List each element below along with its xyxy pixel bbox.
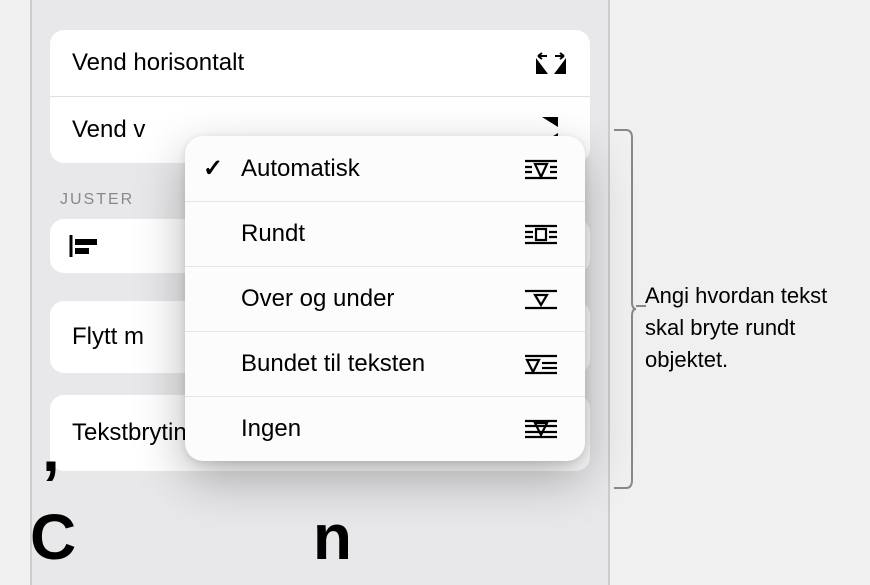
flip-horizontal-icon: [534, 48, 568, 78]
wrap-auto-icon: [519, 157, 563, 181]
wrap-option-label: Rundt: [241, 220, 505, 248]
background-text-right: n: [313, 509, 352, 567]
wrap-none-icon: [519, 417, 563, 441]
background-text-left: C: [30, 509, 76, 567]
wrap-option-around[interactable]: Rundt: [185, 202, 585, 267]
background-text-quote: ,: [42, 412, 60, 486]
flip-vertical-label: Vend v: [72, 116, 145, 144]
move-with-text-label: Flytt m: [72, 323, 144, 351]
flip-horizontal-row[interactable]: Vend horisontalt: [50, 30, 590, 97]
align-left-button[interactable]: [68, 231, 110, 261]
checkmark-icon: ✓: [199, 154, 227, 183]
wrap-option-topbottom[interactable]: Over og under: [185, 267, 585, 332]
callout-text: Angi hvordan tekst skal bryte rundt obje…: [645, 280, 855, 376]
wrap-option-label: Ingen: [241, 415, 505, 443]
callout-bracket: [612, 128, 636, 490]
wrap-inline-icon: [519, 352, 563, 376]
wrap-option-label: Over og under: [241, 285, 505, 313]
wrap-around-icon: [519, 222, 563, 246]
wrap-option-none[interactable]: Ingen: [185, 397, 585, 461]
wrap-option-automatic[interactable]: ✓ Automatisk: [185, 136, 585, 202]
wrap-option-label: Bundet til teksten: [241, 350, 505, 378]
wrap-topbottom-icon: [519, 287, 563, 311]
wrap-option-label: Automatisk: [241, 155, 505, 183]
flip-horizontal-label: Vend horisontalt: [72, 49, 244, 77]
text-wrap-menu: ✓ Automatisk Rundt: [185, 136, 585, 461]
text-wrap-label: Tekstbryting: [72, 419, 200, 447]
wrap-option-inline[interactable]: Bundet til teksten: [185, 332, 585, 397]
